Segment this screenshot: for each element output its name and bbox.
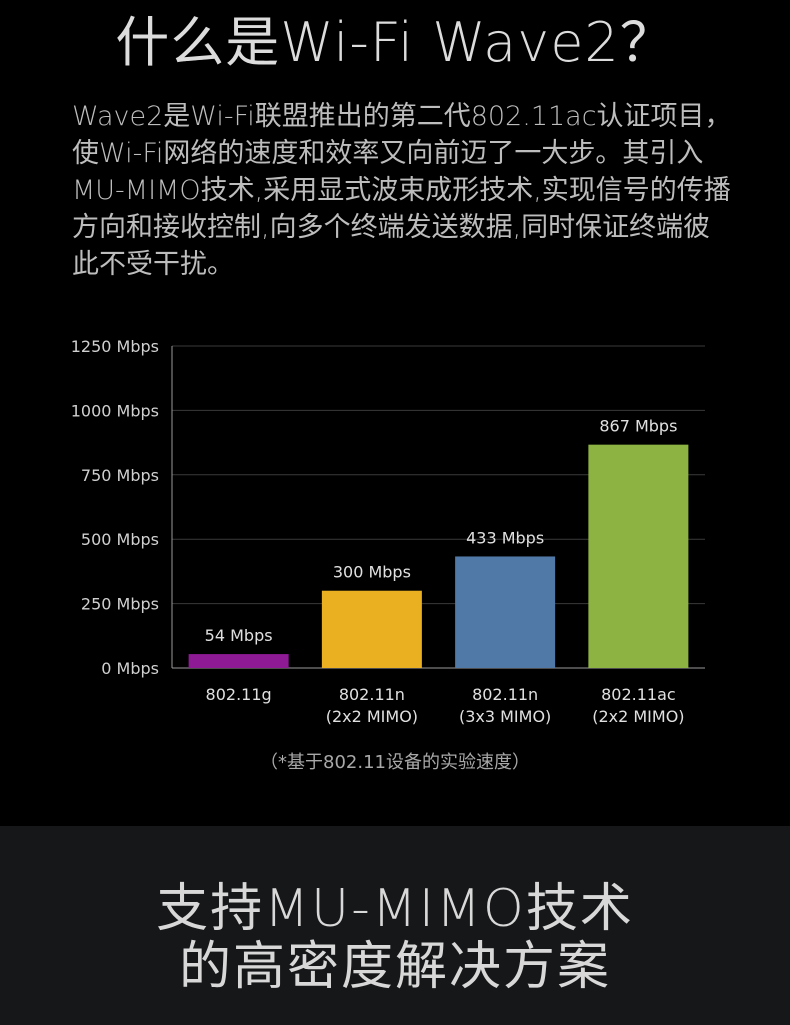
bar	[455, 556, 556, 668]
x-tick-label: (3x3 MIMO)	[459, 707, 551, 726]
x-tick-label: 802.11ac	[601, 685, 676, 704]
x-tick-label: 802.11g	[206, 685, 272, 704]
x-tick-label: 802.11n	[472, 685, 538, 704]
y-tick-label: 500 Mbps	[81, 530, 159, 549]
bar-chart: 0 Mbps 250 Mbps 500 Mbps 750 Mbps 1000 Mbps 1…	[0, 320, 790, 790]
chart-svg: 0 Mbps 250 Mbps 500 Mbps 750 Mbps 1000 Mbps 1…	[71, 337, 705, 726]
y-tick-label: 750 Mbps	[81, 466, 159, 485]
x-tick-label: (2x2 MIMO)	[326, 707, 418, 726]
y-tick-label: 1000 Mbps	[71, 401, 159, 420]
description-paragraph: Wave2是Wi-Fi联盟推出的第二代802.11ac认证项目，使Wi-Fi网络…	[72, 101, 732, 280]
page-title: 什么是Wi-Fi Wave2？	[115, 11, 675, 74]
bar-value-label: 54 Mbps	[205, 626, 273, 645]
bar-value-label: 867 Mbps	[599, 417, 677, 436]
bottom-banner: 支持MU-MIMO技术 的高密度解决方案	[0, 826, 790, 1025]
bar	[321, 590, 422, 668]
bar-value-label: 433 Mbps	[466, 528, 544, 547]
top-section: 什么是Wi-Fi Wave2？ Wave2是Wi-Fi联盟推出的第二代802.1…	[0, 11, 790, 790]
bar	[188, 654, 289, 668]
y-tick-label: 1250 Mbps	[71, 337, 159, 356]
y-tick-label: 0 Mbps	[101, 659, 159, 678]
bar	[588, 444, 689, 668]
bar-value-label: 300 Mbps	[333, 563, 411, 582]
slogan: 支持MU-MIMO技术 的高密度解决方案	[0, 880, 790, 996]
y-tick-label: 250 Mbps	[81, 595, 159, 614]
slogan-line-2: 的高密度解决方案	[178, 937, 611, 997]
x-tick-label: (2x2 MIMO)	[592, 707, 684, 726]
slogan-line-1: 支持MU-MIMO技术	[156, 879, 634, 939]
footnote: （*基于802.11设备的实验速度）	[260, 752, 530, 773]
x-tick-label: 802.11n	[339, 685, 405, 704]
